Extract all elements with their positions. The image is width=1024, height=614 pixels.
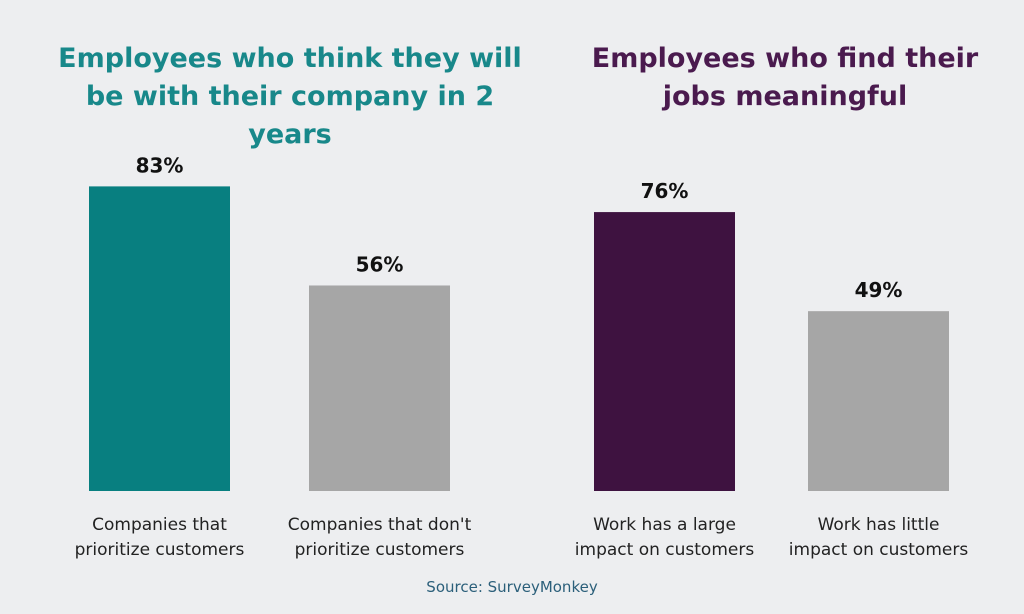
value-label-chart1-1: 83% xyxy=(136,153,184,177)
bar-chart2-2 xyxy=(808,311,949,491)
chart-title-right: Employees who find their jobs meaningful xyxy=(591,43,979,112)
bar-chart2-1 xyxy=(594,212,735,491)
bar-chart1-2 xyxy=(309,285,450,491)
category-label-chart1-2: Companies that don't prioritize customer… xyxy=(287,515,472,560)
value-label-chart2-2: 49% xyxy=(855,278,903,302)
value-label-chart2-1: 76% xyxy=(641,179,689,203)
category-label-chart2-2: Work has little impact on customers xyxy=(788,515,969,560)
value-label-chart1-2: 56% xyxy=(356,252,404,276)
category-label-chart2-1: Work has a large impact on customers xyxy=(574,515,755,560)
chart-title-left: Employees who think they will be with th… xyxy=(58,43,522,150)
category-label-chart1-1: Companies that prioritize customers xyxy=(74,515,245,560)
bar-chart1-1 xyxy=(89,186,230,491)
source-note: Source: SurveyMonkey xyxy=(426,578,598,596)
